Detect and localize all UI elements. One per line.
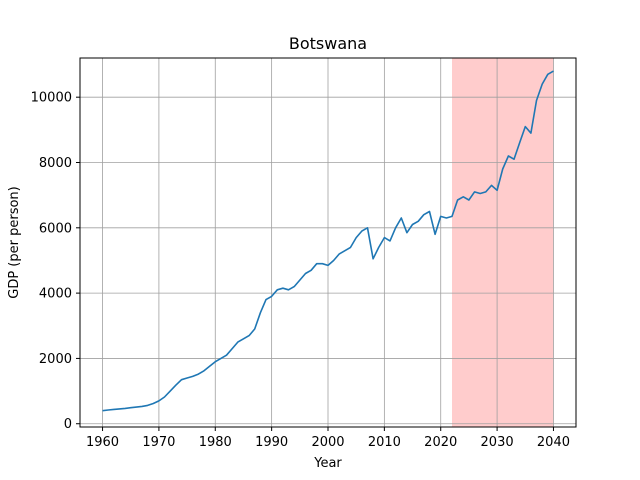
x-tick-label: 1970 xyxy=(142,435,175,450)
x-tick-label: 2010 xyxy=(368,435,401,450)
x-tick-label: 2040 xyxy=(537,435,570,450)
x-axis-label: Year xyxy=(313,456,342,471)
series-line-layer xyxy=(102,70,554,412)
y-tick-label: 8000 xyxy=(39,156,72,171)
y-tick-label: 10000 xyxy=(31,91,72,106)
y-axis-ticks: 0 2000 4000 6000 8000 10000 xyxy=(31,91,80,432)
y-tick-label: 2000 xyxy=(39,352,72,367)
forecast-highlight-region xyxy=(452,58,554,427)
x-tick-label: 1990 xyxy=(255,435,288,450)
x-tick-label: 2020 xyxy=(424,435,457,450)
y-tick-label: 6000 xyxy=(39,221,72,236)
x-axis-ticks: 1960 1970 1980 1990 2000 2010 2020 2030 2040 xyxy=(86,427,570,450)
forecast-highlight-rect xyxy=(452,58,554,427)
y-axis-label: GDP (per person) xyxy=(7,186,22,299)
x-tick-label: 2030 xyxy=(481,435,514,450)
y-tick-label: 0 xyxy=(64,417,72,432)
x-tick-label: 2000 xyxy=(311,435,344,450)
y-tick-label: 4000 xyxy=(39,287,72,302)
gdp-series-line xyxy=(102,70,554,412)
x-tick-label: 1980 xyxy=(199,435,232,450)
grid xyxy=(80,58,576,427)
x-tick-label: 1960 xyxy=(86,435,119,450)
chart-title: Botswana xyxy=(289,34,367,53)
